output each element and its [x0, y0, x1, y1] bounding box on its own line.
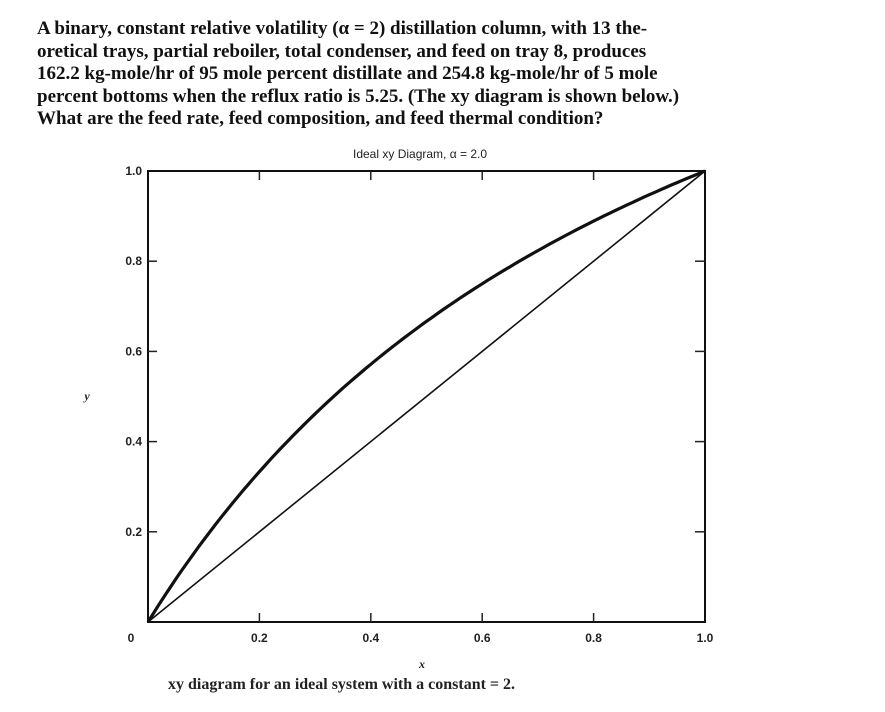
- x-tick-label: 0.4: [362, 631, 379, 645]
- problem-statement: A binary, constant relative volatility (…: [37, 18, 852, 131]
- x-tick-label: 0.6: [474, 631, 491, 645]
- diagonal-line: [147, 170, 706, 623]
- y-tick-label: 0.4: [125, 435, 142, 449]
- y-tick-label: 0.2: [125, 525, 142, 539]
- equilibrium-curve: [146, 169, 706, 623]
- plot-frame: [147, 170, 706, 623]
- x-tick-label: 0: [128, 631, 135, 645]
- y-tick-label: 1.0: [125, 164, 142, 178]
- x-tick-label: 0.2: [251, 631, 268, 645]
- x-axis-label: x: [418, 657, 425, 671]
- figure-caption: xy diagram for an ideal system with a co…: [168, 676, 516, 693]
- y-axis-label: y: [82, 389, 90, 403]
- problem-line-2: oretical trays, partial reboiler, total …: [37, 40, 647, 62]
- problem-line-3: 162.2 kg-mole/hr of 95 mole percent dist…: [37, 63, 658, 84]
- problem-line-1: A binary, constant relative volatility (…: [37, 18, 648, 39]
- axis-ticks: [148, 171, 705, 622]
- axis-tick-labels: 0 0.2 0.4 0.6 0.8 1.0 0.2 0.4 0.6 0.8 1.0: [125, 164, 713, 645]
- problem-line-4: percent bottoms when the reflux ratio is…: [37, 85, 680, 107]
- y-tick-label: 0.8: [125, 254, 142, 268]
- y-tick-label: 0.6: [125, 344, 142, 358]
- x-tick-label: 0.8: [585, 631, 602, 645]
- problem-line-5: What are the feed rate, feed composition…: [37, 108, 604, 129]
- x-tick-label: 1.0: [697, 631, 714, 645]
- chart-title: Ideal xy Diagram, α = 2.0: [353, 147, 487, 161]
